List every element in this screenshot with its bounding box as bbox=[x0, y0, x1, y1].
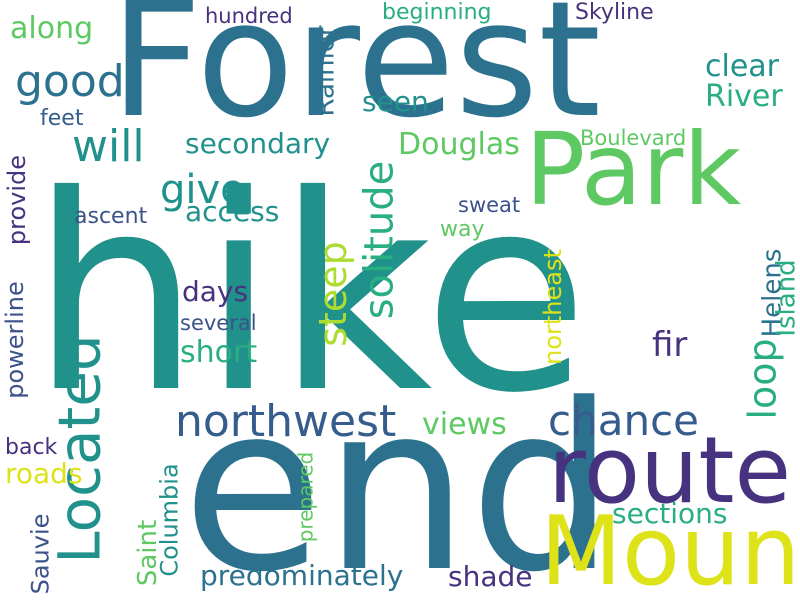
word-columbia: Columbia bbox=[155, 463, 184, 577]
word-hundred: hundred bbox=[205, 4, 293, 28]
word-will: will bbox=[72, 121, 145, 172]
word-northeast: northeast bbox=[538, 249, 567, 365]
word-park: Park bbox=[525, 111, 742, 228]
word-chance: chance bbox=[548, 396, 699, 445]
word-sauvie: Sauvie bbox=[26, 513, 55, 595]
word-end: end bbox=[182, 356, 616, 600]
word-solitude: solitude bbox=[356, 160, 403, 320]
word-steep: steep bbox=[310, 241, 355, 347]
word-seen: seen bbox=[362, 85, 429, 118]
word-prepared: prepared bbox=[293, 451, 318, 543]
word-hike: hike bbox=[30, 137, 589, 452]
word-roads: roads bbox=[5, 457, 83, 490]
word-predominately: predominately bbox=[200, 559, 404, 592]
word-douglas: Douglas bbox=[398, 127, 520, 162]
word-feet: feet bbox=[40, 106, 84, 131]
word-along: along bbox=[10, 11, 94, 46]
word-island: Island bbox=[771, 259, 800, 337]
word-ascent: ascent bbox=[74, 204, 148, 229]
word-provide: provide bbox=[3, 154, 32, 246]
word-boulevard: Boulevard bbox=[580, 126, 687, 150]
word-views: views bbox=[422, 407, 507, 442]
word-northwest: northwest bbox=[175, 396, 397, 447]
word-days: days bbox=[182, 275, 249, 308]
word-access: access bbox=[185, 195, 280, 228]
word-powerline: powerline bbox=[0, 281, 29, 399]
word-give: give bbox=[160, 167, 245, 213]
word-shade: shade bbox=[448, 560, 533, 593]
word-sweat: sweat bbox=[458, 193, 521, 217]
word-beginning: beginning bbox=[382, 0, 492, 25]
word-sections: sections bbox=[612, 497, 728, 530]
word-rainier: Rainier bbox=[310, 25, 341, 117]
word-fir: fir bbox=[652, 325, 688, 365]
word-skyline: Skyline bbox=[575, 0, 654, 25]
word-good: good bbox=[15, 56, 125, 107]
word-loop: loop bbox=[740, 338, 785, 420]
word-mount: Mount bbox=[540, 497, 800, 600]
word-several: several bbox=[180, 311, 257, 335]
word-forest: Forest bbox=[110, 0, 602, 153]
word-located: Located bbox=[45, 334, 114, 564]
word-river: River bbox=[705, 79, 783, 114]
word-clear: clear bbox=[705, 49, 780, 84]
word-short: short bbox=[180, 335, 258, 370]
word-back: back bbox=[5, 435, 58, 460]
word-way: way bbox=[440, 217, 485, 242]
word-route: route bbox=[548, 417, 792, 524]
word-secondary: secondary bbox=[185, 127, 331, 160]
